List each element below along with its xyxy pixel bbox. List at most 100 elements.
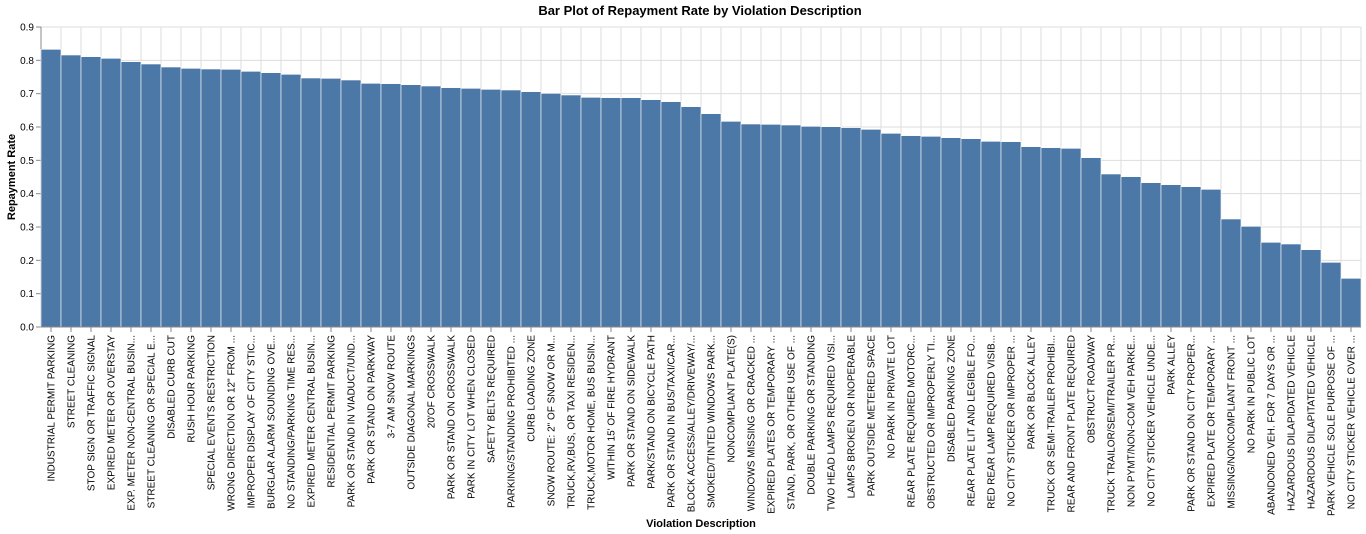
x-tick-label: WITHIN 15' OF FIRE HYDRANT xyxy=(607,335,618,480)
bar xyxy=(800,126,822,328)
bar xyxy=(320,78,342,328)
bar xyxy=(340,79,362,328)
y-tick-label: 0.4 xyxy=(20,189,34,200)
y-tick-label: 0.6 xyxy=(20,123,34,134)
x-tick-label: NONCOMPLIANT PLATE(S) xyxy=(727,335,738,462)
x-tick-label: DISABLED CURB CUT xyxy=(167,335,178,439)
x-tick-label: 3-7 AM SNOW ROUTE xyxy=(387,335,398,439)
bar xyxy=(240,71,262,328)
x-axis-title: Violation Description xyxy=(646,518,756,530)
bar xyxy=(1020,146,1042,328)
bar xyxy=(1080,157,1102,328)
x-tick-label: SNOW ROUTE: 2" OF SNOW OR M... xyxy=(547,335,558,506)
bar xyxy=(640,99,662,328)
x-tick-label: DOUBLE PARKING OR STANDING xyxy=(807,335,818,495)
bar xyxy=(1220,218,1242,328)
x-tick-label: TRUCK,RV,BUS, OR TAXI RESIDEN... xyxy=(567,335,578,509)
x-tick-label: PARK OUTSIDE METERED SPACE xyxy=(867,335,878,497)
bar xyxy=(380,83,402,328)
bar xyxy=(440,87,462,328)
y-tick-label: 0.3 xyxy=(20,223,34,234)
bar xyxy=(40,49,62,328)
bar xyxy=(960,138,982,328)
bar xyxy=(500,89,522,328)
x-tick-label: STREET CLEANING xyxy=(67,335,78,428)
x-tick-label: HAZARDOUS DILAPITATED VEHICLE xyxy=(1307,335,1318,509)
x-tick-label: BLOCK ACCESS/ALLEY/DRIVEWAY/... xyxy=(687,335,698,512)
bar xyxy=(780,124,802,328)
bar xyxy=(1120,176,1142,328)
x-tick-label: TRUCK OR SEMI-TRAILER PROHIBI... xyxy=(1047,335,1058,512)
x-tick-label: 20'OF CROSSWALK xyxy=(427,335,438,429)
bar xyxy=(1060,148,1082,328)
bar xyxy=(400,84,422,328)
x-tick-label: PARK OR STAND ON SIDEWALK xyxy=(627,335,638,487)
x-tick-label: OUTSIDE DIAGONAL MARKINGS xyxy=(407,335,418,490)
x-tick-label: DISABLED PARKING ZONE xyxy=(947,335,958,462)
x-tick-label: PARK IN CITY LOT WHEN CLOSED xyxy=(467,335,478,499)
x-tick-label: PARK OR STAND ON CROSSWALK xyxy=(447,335,458,500)
x-tick-label: EXP. METER NON-CENTRAL BUSIN... xyxy=(127,335,138,511)
x-tick-label: OBSTRUCT ROADWAY xyxy=(1087,335,1098,443)
x-tick-label: RUSH HOUR PARKING xyxy=(187,335,198,443)
x-tick-label: BURGLAR ALARM SOUNDING OVE... xyxy=(267,335,278,509)
bar xyxy=(1100,173,1122,328)
x-tick-label: PARK OR STAND IN BUS/TAXI/CAR... xyxy=(667,335,678,508)
bar xyxy=(560,94,582,328)
x-tick-label: STOP SIGN OR TRAFFIC SIGNAL xyxy=(87,335,98,492)
bars xyxy=(40,49,1362,328)
x-tick-label: NO CITY STICKER OR IMPROPER ... xyxy=(1007,335,1018,507)
y-tick-label: 0.0 xyxy=(20,323,34,334)
x-tick-label: SMOKED/TINTED WINDOWS PARK... xyxy=(707,335,718,508)
x-tick-label: OBSTRUCTED OR IMPROPERLY TI... xyxy=(927,335,938,509)
bar xyxy=(200,68,222,328)
x-tick-label: CURB LOADING ZONE xyxy=(527,335,538,442)
bar xyxy=(700,113,722,328)
bar xyxy=(1260,242,1282,328)
x-tick-label: PARKING/STANDING PROHIBITED ... xyxy=(507,335,518,508)
bar xyxy=(60,54,82,328)
x-tick-label: EXPIRED PLATE OR TEMPORARY ... xyxy=(1207,335,1218,507)
bar xyxy=(140,63,162,328)
bar xyxy=(480,89,502,328)
x-tick-label: WINDOWS MISSING OR CRACKED ... xyxy=(747,335,758,511)
bar xyxy=(620,97,642,328)
bar xyxy=(1000,141,1022,328)
x-tick-label: RESIDENTIAL PERMIT PARKING xyxy=(327,335,338,488)
bar xyxy=(1320,262,1342,328)
x-tick-label: SAFETY BELTS REQUIRED xyxy=(487,335,498,463)
bar xyxy=(1280,243,1302,328)
x-tick-label: HAZARDOUS DILAPIDATED VEHICLE xyxy=(1287,335,1298,511)
bar xyxy=(880,133,902,328)
y-tick-label: 0.9 xyxy=(20,23,34,34)
x-tick-label: STAND, PARK, OR OTHER USE OF ... xyxy=(787,335,798,510)
x-tick-label: TRUCK,MOTOR HOME, BUS BUSIN... xyxy=(587,335,598,510)
x-tick-label: WRONG DIRECTION OR 12" FROM ... xyxy=(227,335,238,511)
bar xyxy=(840,127,862,328)
x-axis: INDUSTRIAL PERMIT PARKING STREET CLEANING… xyxy=(41,326,1361,516)
bar xyxy=(160,66,182,328)
bar xyxy=(760,124,782,328)
bar xyxy=(940,137,962,328)
x-tick-label: NO PARK IN PRIVATE LOT xyxy=(887,335,898,458)
y-axis-title: Repayment Rate xyxy=(6,134,18,220)
bar xyxy=(920,136,942,328)
bar xyxy=(80,56,102,328)
bar xyxy=(720,121,742,328)
x-tick-label: NO CITY STICKER VEHICLE OVER ... xyxy=(1347,335,1358,509)
bar xyxy=(260,72,282,328)
x-tick-label: SPECIAL EVENTS RESTRICTION xyxy=(207,335,218,490)
bar xyxy=(1340,278,1362,328)
bar xyxy=(220,69,242,328)
bar xyxy=(460,88,482,328)
bar xyxy=(1240,226,1262,328)
x-tick-label: TRUCK TRAILOR/SEMI/TRAILER PR... xyxy=(1107,335,1118,513)
y-tick-label: 0.7 xyxy=(20,89,34,100)
bar xyxy=(660,101,682,328)
x-tick-label: MISSING/NONCOMPLIANT FRONT ... xyxy=(1227,335,1238,509)
x-tick-label: REAR AND FRONT PLATE REQUIRED xyxy=(1067,335,1078,512)
x-tick-label: NO STANDING/PARKING TIME RES... xyxy=(287,335,298,509)
bar xyxy=(280,74,302,328)
bar xyxy=(820,126,842,328)
